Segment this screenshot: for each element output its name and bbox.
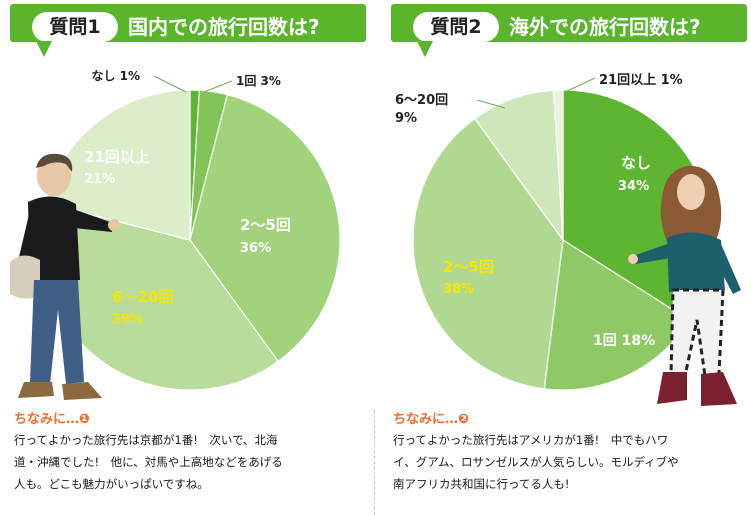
label-leader-line xyxy=(153,75,187,93)
slice-data-label: 21回以上 xyxy=(84,148,150,166)
overseas-pie-chart: なし 34% 1回 18% 2〜5回 38% 6〜20回 9% 21回以上 1% xyxy=(395,73,714,391)
note-1-line: 人も。どこも魅力がいっぱいですね。 xyxy=(14,477,209,491)
pie-slice xyxy=(189,93,341,363)
slice-data-label: 21% xyxy=(84,172,115,187)
label-leader-line xyxy=(564,77,596,93)
man-photo xyxy=(10,153,120,400)
slice-data-label: 21回以上 1% xyxy=(599,73,683,88)
slice-data-label: 9% xyxy=(395,111,417,126)
pie-slice xyxy=(473,89,564,243)
woman-photo xyxy=(628,165,741,406)
note-2-body: 行ってよかった旅行先はアメリカが1番! 中でもハワ イ、グアム、ロサンゼルスが人… xyxy=(393,429,749,495)
slice-data-label: 34% xyxy=(618,179,649,194)
slice-data-label: 38% xyxy=(443,282,474,297)
note-1: ちなみに…❶ 行ってよかった旅行先は京都が1番! 次いで、北海 道・沖縄でした!… xyxy=(14,412,366,495)
question-1-title: 国内での旅行回数は? xyxy=(128,15,320,39)
slice-data-label: 6〜20回 xyxy=(395,93,448,108)
note-2-heading: ちなみに…❷ xyxy=(393,412,470,427)
pie-slice xyxy=(552,89,564,241)
question-2-title: 海外での旅行回数は? xyxy=(509,15,701,39)
domestic-pie-chart: なし 1% 1回 3% 2〜5回 36% 6〜20回 39% 21回以上 21% xyxy=(39,69,341,391)
slice-data-label: 1回 18% xyxy=(593,333,655,349)
question-1-panel: 質問1 国内での旅行回数は? なし 1% 1回 3% 2〜5回 36% 6〜20回 39%… xyxy=(0,0,370,515)
note-2-line: 行ってよかった旅行先はアメリカが1番! 中でもハワ xyxy=(393,433,669,447)
speech-bubble-tail xyxy=(417,41,433,57)
question-1-badge: 質問1 xyxy=(32,12,118,42)
panel-divider xyxy=(374,410,375,515)
question-1-header: 質問1 国内での旅行回数は? xyxy=(10,4,366,42)
note-2-line: イ、グアム、ロサンゼルスが人気らしい。モルディブや xyxy=(393,455,679,469)
question-2-badge: 質問2 xyxy=(413,12,499,42)
slice-data-label: 2〜5回 xyxy=(443,258,494,276)
note-2-line: 南アフリカ共和国に行ってる人も! xyxy=(393,477,570,491)
note-2: ちなみに…❷ 行ってよかった旅行先はアメリカが1番! 中でもハワ イ、グアム、ロ… xyxy=(393,412,749,495)
slice-data-label: なし xyxy=(621,154,651,172)
label-leader-line xyxy=(203,80,233,93)
note-1-line: 行ってよかった旅行先は京都が1番! 次いで、北海 xyxy=(14,433,278,447)
slice-data-label: 39% xyxy=(112,312,143,327)
slice-data-label: 6〜20回 xyxy=(112,288,173,306)
slice-data-label: 2〜5回 xyxy=(240,216,291,234)
label-leader-line xyxy=(476,99,506,109)
note-1-heading: ちなみに…❶ xyxy=(14,412,91,427)
question-2-header: 質問2 海外での旅行回数は? xyxy=(391,4,747,42)
question-2-panel: 質問2 海外での旅行回数は? なし 34% 1回 18% 2〜5回 38% 6〜20回 9%… xyxy=(381,0,751,515)
speech-bubble-tail xyxy=(36,41,52,57)
pie-slice xyxy=(412,117,564,390)
note-1-line: 道・沖縄でした! 他に、対馬や上高地などをあげる xyxy=(14,455,283,469)
slice-data-label: 36% xyxy=(240,241,271,256)
note-1-body: 行ってよかった旅行先は京都が1番! 次いで、北海 道・沖縄でした! 他に、対馬や… xyxy=(14,429,366,495)
slice-data-label: 1回 3% xyxy=(236,74,281,88)
slice-data-label: なし 1% xyxy=(91,69,140,83)
